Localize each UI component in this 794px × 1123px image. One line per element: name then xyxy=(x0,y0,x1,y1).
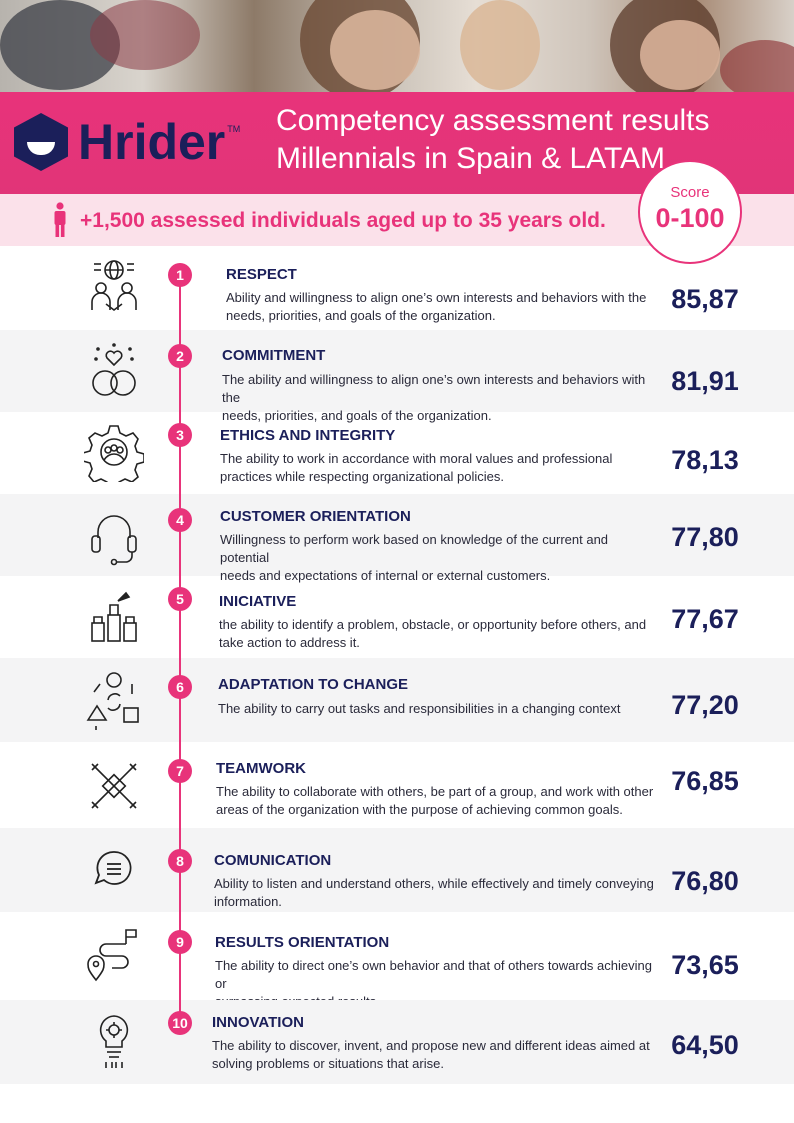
competency-row: 4 CUSTOMER ORIENTATION Willingness to pe… xyxy=(0,494,794,583)
competency-name: RESULTS ORIENTATION xyxy=(215,934,390,951)
competency-number: 3 xyxy=(168,423,192,447)
trademark: TM xyxy=(227,124,241,134)
competency-number: 1 xyxy=(168,263,192,287)
competency-row: 8 COMUNICATION Ability to listen and und… xyxy=(0,828,794,912)
competency-name: COMMITMENT xyxy=(222,347,326,364)
competency-score: 78,13 xyxy=(671,445,739,475)
competency-number: 8 xyxy=(168,849,192,873)
chat-bubble-icon xyxy=(94,851,132,885)
competency-name: ETHICS AND INTEGRITY xyxy=(220,427,396,444)
competency-description: The ability to work in accordance with m… xyxy=(220,451,613,484)
joined-hands-icon xyxy=(91,763,137,809)
adaptation-shapes-icon xyxy=(86,672,139,730)
competency-name: COMUNICATION xyxy=(214,852,332,869)
competency-description: Ability and willingness to align one’s o… xyxy=(226,290,647,323)
page-title-line-1: Competency assessment results xyxy=(276,104,710,137)
competency-row: 3 ETHICS AND INTEGRITY The ability to wo… xyxy=(0,412,794,494)
competency-score: 77,67 xyxy=(671,604,739,634)
gear-people-icon xyxy=(84,425,144,482)
competency-number: 6 xyxy=(168,675,192,699)
competency-score: 81,91 xyxy=(671,366,739,396)
competency-score: 73,65 xyxy=(671,950,739,980)
competency-description: The ability to collaborate with others, … xyxy=(216,784,654,817)
score-range-badge: Score 0-100 xyxy=(638,160,742,264)
score-label: Score xyxy=(670,184,710,201)
brand-logo: Hrider TM xyxy=(14,110,250,174)
competency-number: 7 xyxy=(168,759,192,783)
competency-row: 5 INICIATIVE the ability to identify a p… xyxy=(0,576,794,658)
competency-row: 7 TEAMWORK The ability to collaborate wi… xyxy=(0,742,794,828)
competency-description: the ability to identify a problem, obsta… xyxy=(219,617,647,650)
competency-row: 10 INNOVATION The ability to discover, i… xyxy=(0,1000,794,1084)
competency-row: 9 RESULTS ORIENTATION The ability to dir… xyxy=(0,912,794,1009)
competency-name: TEAMWORK xyxy=(216,760,306,777)
heart-rings-icon xyxy=(92,343,136,396)
brand-name: Hrider xyxy=(78,114,226,170)
competency-score: 77,20 xyxy=(671,690,739,720)
competency-name: CUSTOMER ORIENTATION xyxy=(220,508,411,525)
competency-row: 1 RESPECT Ability and willingness to ali… xyxy=(0,246,794,330)
competency-list: 1 RESPECT Ability and willingness to ali… xyxy=(0,246,794,1084)
competency-name: ADAPTATION TO CHANGE xyxy=(218,676,408,693)
competency-description: Ability to listen and understand others,… xyxy=(214,876,654,909)
timeline-line xyxy=(179,272,181,1032)
assessed-count-text: +1,500 assessed individuals aged up to 3… xyxy=(80,209,606,232)
competency-score: 77,80 xyxy=(671,522,739,552)
headset-icon xyxy=(91,515,137,566)
page-title-line-2: Millennials in Spain & LATAM xyxy=(276,142,666,175)
competency-number: 5 xyxy=(168,587,192,611)
competency-score: 76,80 xyxy=(671,866,739,896)
competency-description: The ability and willingness to align one… xyxy=(222,372,646,423)
globe-people-icon xyxy=(91,260,137,311)
score-range: 0-100 xyxy=(655,203,725,233)
person-icon xyxy=(54,202,66,237)
competency-name: INNOVATION xyxy=(212,1014,304,1031)
competency-description: The ability to carry out tasks and respo… xyxy=(218,701,621,716)
header-photo xyxy=(0,0,794,92)
competency-row: 6 ADAPTATION TO CHANGE The ability to ca… xyxy=(0,658,794,742)
competency-score: 64,50 xyxy=(671,1030,739,1060)
route-flag-icon xyxy=(87,929,137,982)
title-band: Hrider TM Competency assessment results … xyxy=(0,92,794,194)
competency-description: Willingness to perform work based on kno… xyxy=(220,532,609,583)
competency-number: 10 xyxy=(168,1011,192,1035)
competency-score: 76,85 xyxy=(671,766,739,796)
competency-row: 2 COMMITMENT The ability and willingness… xyxy=(0,330,794,423)
competency-name: INICIATIVE xyxy=(219,593,297,610)
raised-hands-icon xyxy=(91,591,137,642)
competency-name: RESPECT xyxy=(226,266,297,283)
competency-number: 4 xyxy=(168,508,192,532)
idea-bulb-icon xyxy=(99,1015,129,1068)
hexagon-logo-icon xyxy=(14,113,68,171)
competency-description: The ability to discover, invent, and pro… xyxy=(212,1038,650,1071)
competency-number: 9 xyxy=(168,930,192,954)
competency-number: 2 xyxy=(168,344,192,368)
competency-score: 85,87 xyxy=(671,284,739,314)
